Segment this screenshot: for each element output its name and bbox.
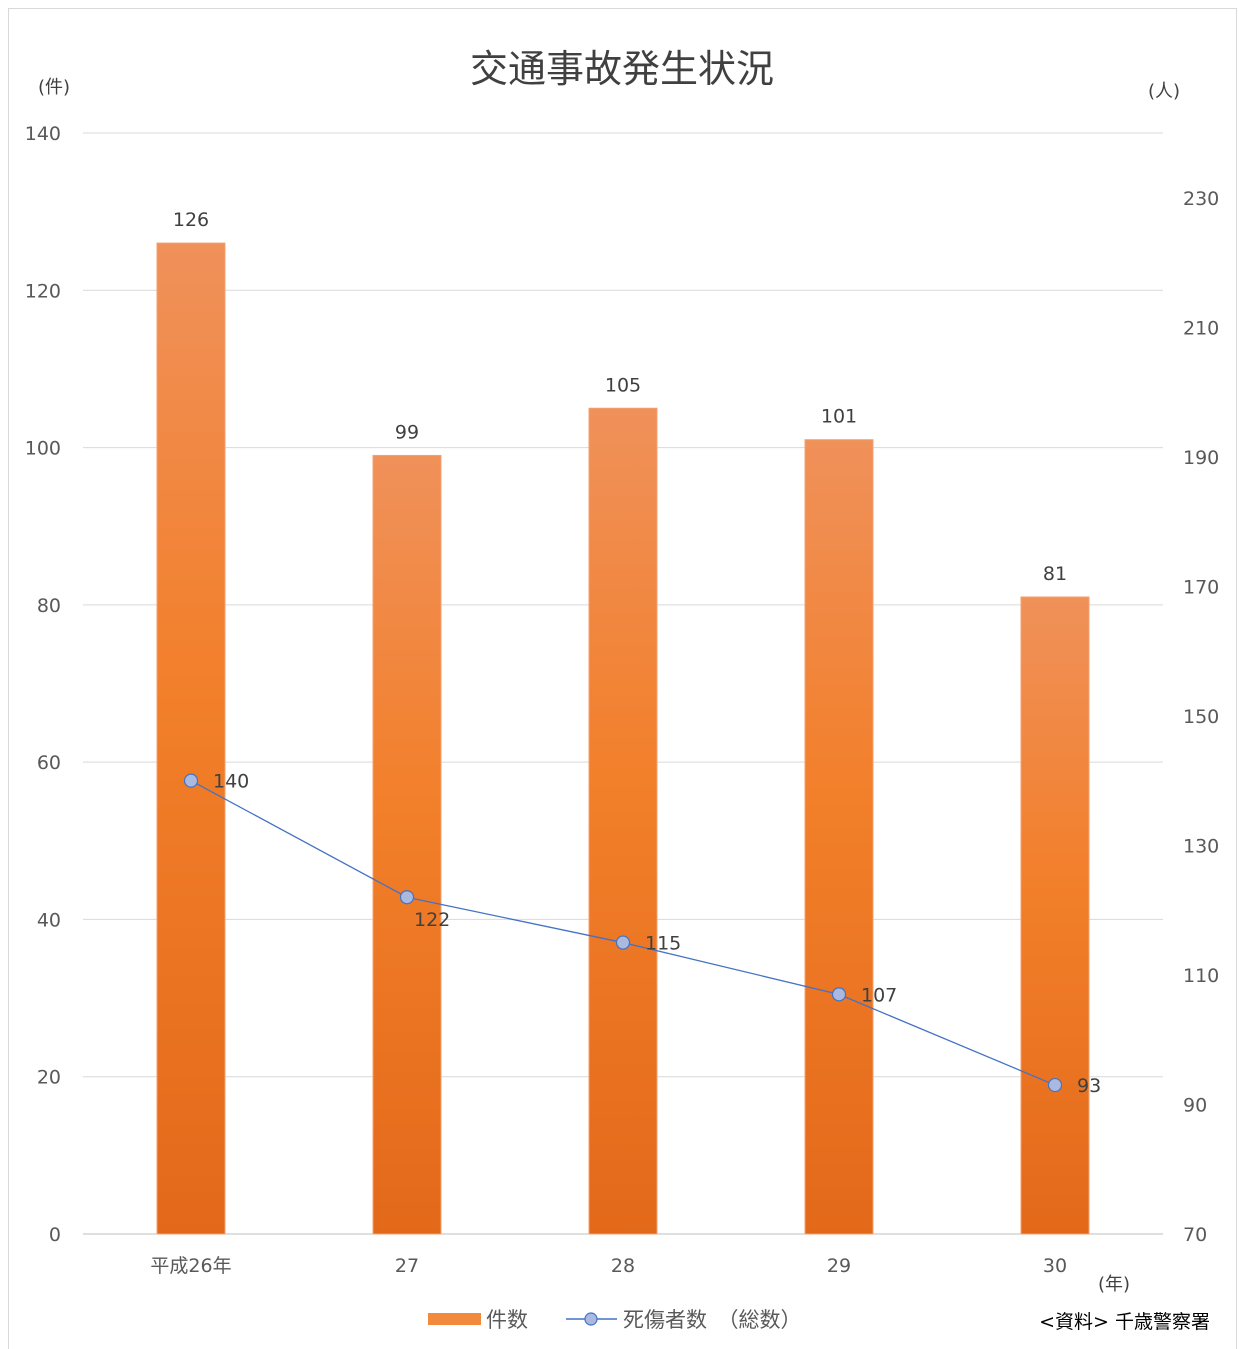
line-point [399,890,415,905]
left-axis-tick-label: 20 [37,1067,61,1089]
x-axis-tick-label: 平成26年 [150,1255,231,1277]
x-axis-tick-label: 29 [827,1255,851,1277]
right-axis-tick-label: 90 [1183,1094,1207,1116]
bar [588,407,658,1235]
x-axis-tick-label: 30 [1043,1255,1067,1277]
left-axis-tick-label: 100 [25,438,61,460]
bar-data-label: 99 [395,421,419,443]
line-series [183,773,1063,1093]
left-axis-tick-label: 120 [25,280,61,302]
left-axis-tick-label: 60 [37,752,61,774]
data-labels: 126 99 105 101 81 140 122 115 107 93 [173,209,1101,1097]
right-axis-tick-label: 230 [1183,188,1219,210]
right-axis-tick-label: 190 [1183,447,1219,469]
bar [804,439,874,1235]
line-data-label: 140 [213,771,249,793]
left-axis-tick-label: 40 [37,909,61,931]
left-axis-tick-label: 0 [49,1224,61,1246]
line-point [1047,1077,1063,1093]
bar [372,454,442,1235]
line-data-label: 107 [861,984,897,1006]
right-axis-unit: (人) [1148,81,1180,102]
line-data-label: 115 [645,933,681,955]
legend: 件数 死傷者数 （総数） [428,1308,802,1332]
legend-bar-swatch [428,1313,481,1325]
x-axis-tick-label: 28 [611,1255,635,1277]
line-data-label: 122 [414,909,450,931]
bar-data-label: 105 [605,374,641,396]
right-axis-tick-label: 110 [1183,965,1219,987]
bar-data-label: 81 [1043,563,1067,585]
bar [1020,596,1090,1235]
chart-title: 交通事故発生状況 [470,47,774,91]
bar-data-label: 101 [821,406,857,428]
bar-series [156,242,1090,1235]
x-axis-tick-label: 27 [395,1255,419,1277]
source-note: <資料> 千歳警察署 [1039,1311,1210,1333]
line-point [183,773,199,788]
bar-data-label: 126 [173,209,209,231]
left-axis-tick-label: 140 [25,123,61,145]
right-axis-tick-label: 130 [1183,835,1219,857]
right-axis-tick-label: 210 [1183,317,1219,339]
x-axis-unit: (年) [1098,1274,1130,1295]
bar [156,242,226,1235]
line-point [615,935,631,950]
right-axis-tick-label: 70 [1183,1224,1207,1246]
line-point [831,987,847,1002]
left-axis-unit: (件) [38,77,70,98]
legend-line-label: 死傷者数 （総数） [623,1308,802,1332]
right-axis-tick-label: 170 [1183,576,1219,598]
right-axis-tick-label: 150 [1183,706,1219,728]
left-axis-tick-label: 80 [37,595,61,617]
axis-ticks: 0 20 40 60 80 100 120 140 70 90 110 130 150 170 190 210… [25,123,1220,1277]
line-data-label: 93 [1077,1075,1101,1097]
legend-line-marker [584,1312,598,1326]
legend-bar-label: 件数 [486,1308,528,1332]
